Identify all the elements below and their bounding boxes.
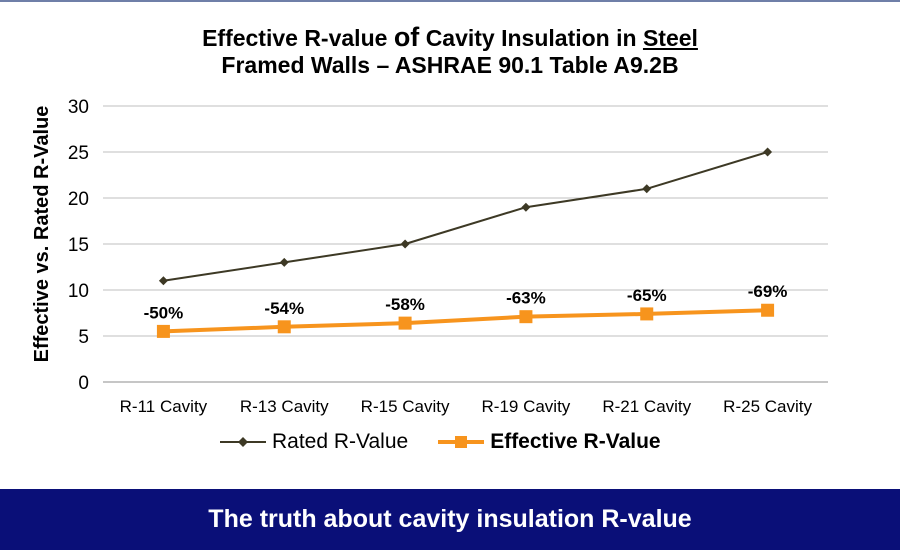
chart-title-line-1: Effective R-value of Cavity Insulation i… [0,24,900,52]
series-0-point-5 [763,147,773,157]
legend-effective-label: Effective R-Value [490,430,661,453]
x-tick-label-0: R-11 Cavity [120,397,208,416]
legend-rated-marker-icon [220,437,266,447]
chart-title-part-4: Steel [642,25,698,51]
series-0-point-4 [642,184,652,194]
series-0-point-1 [279,257,289,267]
top-rule [0,0,900,2]
series-0-point-3 [521,202,531,212]
data-label-2: -58% [385,295,425,314]
chart-title-line-2: Framed Walls – ASHRAE 90.1 Table A9.2B [221,52,679,78]
chart-title-part-2: of [393,22,420,52]
caption-banner-text: The truth about cavity insulation R-valu… [208,505,692,533]
y-tick-label-5: 5 [78,327,89,348]
data-label-3: -63% [506,289,546,308]
legend-item-rated: Rated R-Value [220,430,408,454]
y-tick-label-0: 0 [78,373,89,394]
y-tick-label-15: 15 [68,235,89,256]
x-tick-label-4: R-21 Cavity [602,397,691,416]
series-1-point-5 [761,303,775,317]
chart-title-part-3: Cavity Insulation in [425,25,637,51]
series-1-point-0 [156,324,170,338]
chart-title-part-1: Effective R-value [202,25,388,51]
x-tick-label-3: R-19 Cavity [482,397,571,416]
data-label-4: -65% [627,286,667,305]
series-0-point-0 [158,276,168,286]
series-line-1 [163,308,768,334]
x-tick-label-2: R-15 Cavity [361,397,450,416]
series-1-point-4 [640,307,654,321]
legend-rated-label: Rated R-Value [272,430,409,453]
legend-effective-marker-icon [438,436,485,448]
series-1-point-3 [519,310,533,324]
chart-title: Effective R-value of Cavity Insulation i… [0,24,900,79]
y-tick-label-25: 25 [68,143,89,164]
y-tick-label-10: 10 [68,281,89,302]
series-1-point-1 [277,320,291,334]
x-tick-label-1: R-13 Cavity [240,397,329,416]
series-0-point-2 [400,239,410,249]
y-tick-label-30: 30 [68,97,89,118]
line-chart: 0 5 10 15 20 25 30 R-11 Cavity R-13 Cavity R-15 C… [31,97,828,416]
legend: Rated R-Value Effective R-Value [220,427,691,457]
y-tick-label-20: 20 [68,189,89,210]
y-axis-label: Effective vs. Rated R-Value [31,106,53,363]
series-line-0 [163,151,768,282]
x-tick-label-5: R-25 Cavity [723,397,812,416]
caption-banner: The truth about cavity insulation R-valu… [0,489,900,550]
data-label-1: -54% [264,299,304,318]
data-label-5: -69% [748,282,788,301]
legend-item-effective: Effective R-Value [438,430,661,454]
series-1-point-2 [398,316,412,330]
data-label-0: -50% [144,303,184,322]
